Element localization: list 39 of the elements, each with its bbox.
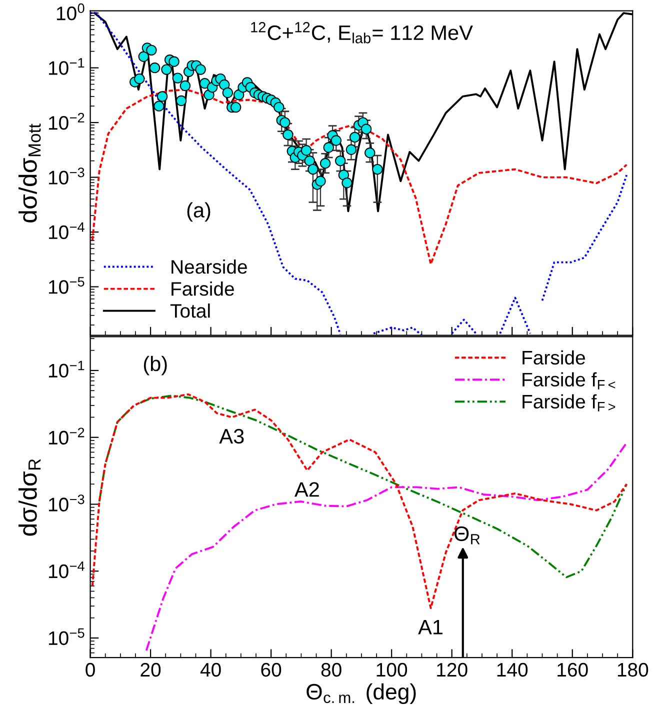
legend-label: Nearside <box>172 260 247 274</box>
y-tick-label: 10$^{−2}$ <box>48 428 84 445</box>
text: $^{12}$C+$^{12}$C, E$_{lab}$= 112 MeV <box>251 22 473 44</box>
annotation: A1 <box>418 620 442 634</box>
x-tick-label: 100 <box>376 662 408 677</box>
line-series <box>91 393 628 610</box>
x-tick-label: 120 <box>437 662 468 677</box>
annotation: (b) <box>144 356 167 376</box>
x-tick-label: 60 <box>261 662 282 677</box>
y-tick-label: 10$^{−4}$ <box>48 222 84 240</box>
legend-label: Farside f$_{F>}$ <box>522 394 616 412</box>
y-tick-label: 10$^{−5}$ <box>48 628 84 646</box>
annotation: A3 <box>219 428 244 444</box>
y-tick-label: 10$^{−4}$ <box>48 561 84 578</box>
x-tick-label: 180 <box>618 662 648 677</box>
x-tick-label: 0 <box>86 662 95 677</box>
x-tick-label: 40 <box>200 662 221 677</box>
annotation: Θ$_{R}$ <box>454 526 480 544</box>
y-tick-label: 10$^{−1}$ <box>48 58 84 75</box>
annotation: (a) <box>187 202 210 222</box>
x-tick-label: 80 <box>321 662 342 677</box>
annotation: A2 <box>294 482 319 497</box>
y-tick-label: 10$^{−1}$ <box>48 360 84 378</box>
x-tick-label: 20 <box>140 662 161 677</box>
y-tick-label: 10$^{0}$ <box>56 3 84 20</box>
x-axis-title: Θ$_{c.m.}$ (deg) <box>306 683 416 704</box>
y-axis-title: dσ/dσ$_{Mott}$ <box>18 124 41 222</box>
legend-label: Farside f$_{F<}$ <box>522 372 616 390</box>
line-series <box>98 394 628 578</box>
legend-label: Total <box>170 304 210 318</box>
legend-label: Farside <box>522 350 585 365</box>
y-tick-label: 10$^{−3}$ <box>48 494 84 512</box>
y-tick-label: 10$^{−5}$ <box>48 277 84 294</box>
legend-label: Farside <box>172 282 234 296</box>
x-tick-label: 160 <box>558 662 588 677</box>
y-axis-title: dσ/dσ$_{R}$ <box>18 459 41 536</box>
x-tick-label: 140 <box>497 662 528 677</box>
y-tick-label: 10$^{−2}$ <box>48 112 84 130</box>
y-tick-label: 10$^{−3}$ <box>48 168 84 184</box>
